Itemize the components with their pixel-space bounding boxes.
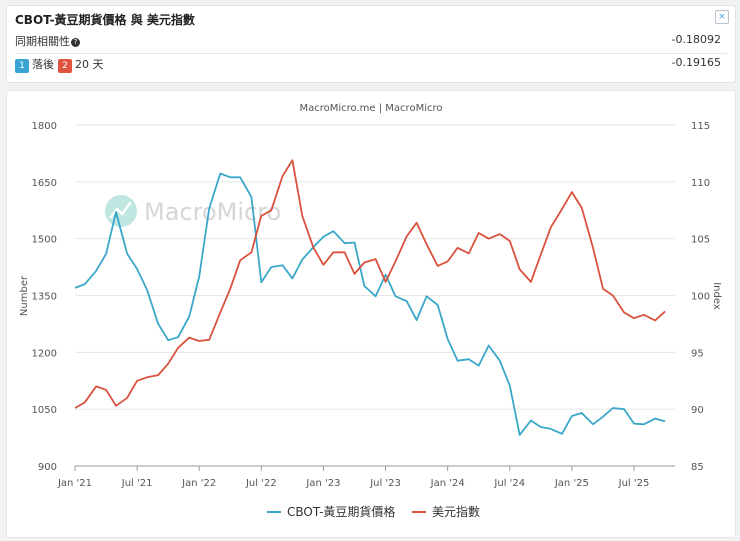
- left-tick-label: 1350: [32, 292, 57, 303]
- left-tick-label: 900: [38, 462, 57, 473]
- series-line-1: [74, 159, 666, 409]
- right-tick-label: 95: [691, 348, 704, 359]
- series-line-0: [74, 172, 666, 436]
- correlation-value: -0.18092: [671, 33, 721, 46]
- left-tick-label: 1050: [32, 405, 57, 416]
- right-tick-label: 90: [691, 405, 704, 416]
- legend: CBOT-黃豆期貨價格 美元指數: [267, 504, 480, 519]
- x-tick-label: Jan '21: [57, 478, 92, 489]
- lead-badge[interactable]: 1: [15, 59, 29, 73]
- right-tick-label: 110: [691, 178, 710, 189]
- x-tick-label: Jan '24: [430, 478, 465, 489]
- lag-correlation-value: -0.19165: [671, 56, 721, 69]
- left-tick-label: 1650: [32, 178, 57, 189]
- x-tick-label: Jan '25: [554, 478, 589, 489]
- watermark-text: MacroMicro: [144, 198, 281, 226]
- x-tick-label: Jul '23: [369, 478, 401, 489]
- x-tick-label: Jan '23: [305, 478, 340, 489]
- close-icon[interactable]: ×: [715, 10, 729, 24]
- help-icon[interactable]: ?: [71, 38, 80, 47]
- legend-label: 美元指數: [432, 504, 480, 519]
- correlation-row: 同期相關性? -0.18092: [15, 33, 727, 54]
- left-tick-label: 1500: [32, 235, 57, 246]
- x-tick-label: Jan '22: [181, 478, 216, 489]
- lag-badge[interactable]: 2: [58, 59, 72, 73]
- correlation-card: CBOT-黃豆期貨價格 與 美元指數 × 同期相關性? -0.18092 1 落後…: [6, 5, 736, 83]
- correlation-label: 同期相關性: [15, 35, 70, 48]
- right-tick-label: 105: [691, 235, 710, 246]
- axis-labels: 1800 115 1650 110 1500 105 1350 100 1200 95 1050 90…: [32, 121, 711, 489]
- card-title: CBOT-黃豆期貨價格 與 美元指數: [15, 13, 195, 27]
- right-tick-label: 100: [691, 292, 710, 303]
- x-tick-label: Jul '22: [245, 478, 277, 489]
- watermark-chart-icon: [109, 201, 132, 219]
- right-tick-label: 85: [691, 462, 704, 473]
- x-tick-label: Jul '25: [618, 478, 650, 489]
- chart-title: MacroMicro.me | MacroMicro: [300, 103, 443, 114]
- chart-card: MacroMicro 1800 115 1650 110 1500 105 1350 100 1…: [6, 90, 736, 538]
- right-axis-title: Index: [711, 282, 722, 310]
- left-tick-label: 1200: [32, 348, 57, 359]
- legend-label: CBOT-黃豆期貨價格: [287, 504, 395, 519]
- lag-label: 20 天: [75, 58, 104, 71]
- x-tick-label: Jul '21: [121, 478, 153, 489]
- watermark-logo-icon: [105, 195, 137, 227]
- lead-label: 落後: [32, 58, 54, 71]
- watermark: MacroMicro: [105, 195, 281, 227]
- left-tick-label: 1800: [32, 121, 57, 132]
- x-tick-label: Jul '24: [493, 478, 525, 489]
- left-axis-title: Number: [19, 275, 30, 316]
- right-tick-label: 115: [691, 121, 710, 132]
- series-lines: [74, 159, 666, 436]
- lag-correlation-row: 1 落後 2 20 天 -0.19165: [15, 56, 727, 76]
